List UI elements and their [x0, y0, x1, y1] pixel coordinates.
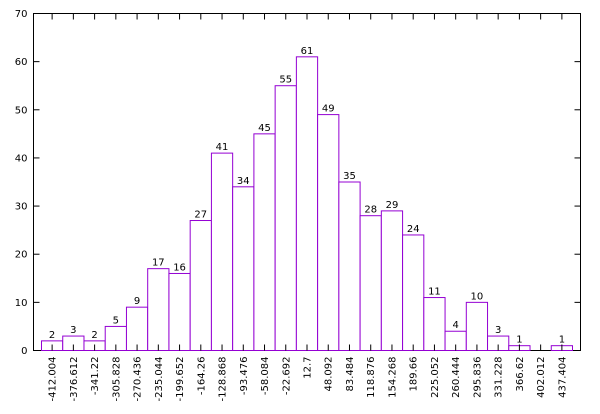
y-tick-label: 60	[15, 57, 28, 68]
histogram-bar	[380, 210, 404, 351]
bar-value-label: 1	[516, 335, 522, 346]
y-tick-label: 30	[15, 202, 28, 213]
x-tick-label: 295.836	[472, 357, 483, 398]
bar-value-label: 27	[194, 210, 207, 221]
histogram-bar	[125, 306, 149, 351]
bar-value-label: 35	[343, 171, 356, 182]
x-tick-label: -235.044	[154, 357, 165, 402]
bar-value-label: 2	[91, 330, 97, 341]
x-tick-label: 225.052	[430, 357, 441, 398]
x-tick-label: 12.7	[303, 357, 314, 379]
histogram-bar	[168, 272, 191, 352]
histogram-bar	[359, 215, 382, 351]
histogram-bar	[317, 114, 340, 351]
histogram-bar	[210, 152, 234, 351]
y-tick-label: 0	[21, 346, 27, 357]
x-tick-label: -128.868	[218, 357, 229, 402]
x-tick-label: 118.876	[366, 357, 377, 398]
bar-value-label: 16	[173, 262, 186, 273]
bar-value-label: 5	[113, 315, 119, 326]
bar-value-label: 10	[471, 291, 484, 302]
histogram-bar	[295, 56, 319, 351]
x-tick-label: 189.66	[409, 357, 420, 392]
x-tick-label: -22.692	[281, 357, 292, 396]
x-axis: -412.004 -376.612 -341.22 -305.828 -270.436-…	[48, 13, 568, 402]
x-tick-label: -412.004	[48, 357, 59, 402]
bar-value-label: 11	[428, 287, 441, 298]
histogram-bar	[423, 297, 446, 351]
histogram-bar	[338, 181, 361, 351]
x-tick-label: -93.476	[239, 357, 250, 396]
x-tick-label: 402.012	[536, 357, 547, 398]
y-tick-label: 70	[15, 9, 28, 20]
bar-value-label: 45	[258, 123, 271, 134]
histogram-bar	[274, 85, 297, 351]
histogram-bar	[465, 301, 489, 352]
bar-value-label: 49	[322, 104, 335, 115]
histogram-bar	[189, 220, 212, 351]
y-tick-label: 50	[15, 105, 28, 116]
histogram-bar	[232, 186, 255, 351]
x-tick-label: 260.444	[451, 357, 462, 398]
histogram-bar	[253, 133, 276, 351]
bar-value-label: 9	[134, 296, 140, 307]
y-tick-label: 40	[15, 153, 28, 164]
bar-value-label: 29	[386, 200, 399, 211]
bar-value-label: 28	[364, 205, 377, 216]
bar-value-label: 34	[237, 176, 250, 187]
bar-value-label: 3	[70, 325, 76, 336]
bar-value-label: 41	[216, 142, 229, 153]
x-tick-label: 48.092	[324, 357, 335, 392]
x-tick-label: 83.484	[345, 357, 356, 392]
bar-value-label: 17	[152, 258, 165, 269]
x-tick-label: -58.084	[260, 357, 271, 396]
x-tick-label: -305.828	[111, 357, 122, 402]
x-tick-label: -376.612	[69, 357, 80, 402]
y-tick-label: 10	[15, 298, 28, 309]
x-tick-label: 331.228	[494, 357, 505, 398]
x-tick-label: -164.26	[196, 357, 207, 396]
bar-value-label: 55	[279, 75, 292, 86]
bar-value-label: 61	[301, 46, 314, 57]
y-tick-label: 20	[15, 250, 28, 261]
bar-value-label: 24	[407, 224, 420, 235]
bar-value-label: 4	[452, 320, 458, 331]
y-axis: 0 10 20 30 40 50 60 70	[15, 9, 581, 357]
x-tick-label: 437.404	[557, 357, 568, 398]
bar-value-label: 2	[49, 330, 55, 341]
bar-value-label: 1	[559, 335, 565, 346]
x-tick-label: 154.268	[387, 357, 398, 398]
histogram-bar	[402, 234, 425, 351]
x-tick-label: -270.436	[133, 357, 144, 402]
x-tick-label: -199.652	[175, 357, 186, 402]
x-tick-label: -341.22	[90, 357, 101, 396]
x-tick-label: 366.62	[515, 357, 526, 392]
bar-value-label: 3	[495, 325, 501, 336]
histogram-bar	[147, 268, 170, 351]
